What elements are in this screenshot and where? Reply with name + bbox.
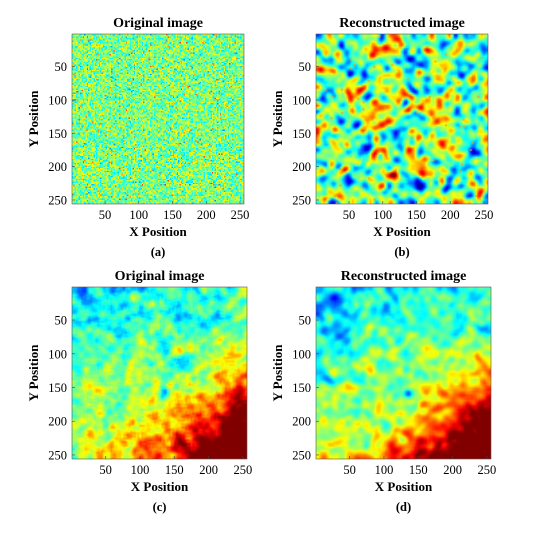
y-tick-label: 50 bbox=[299, 60, 312, 74]
x-tick-label: 250 bbox=[231, 208, 250, 222]
x-tick-label: 100 bbox=[131, 463, 150, 477]
x-tick-label: 250 bbox=[475, 208, 494, 222]
panel-caption: (d) bbox=[396, 500, 411, 514]
x-tick-label: 100 bbox=[375, 463, 394, 477]
y-tick-label: 100 bbox=[292, 94, 311, 108]
y-tick-label: 150 bbox=[292, 381, 311, 395]
y-tick-label: 50 bbox=[55, 60, 68, 74]
y-tick-label: 150 bbox=[48, 381, 67, 395]
y-tick-label: 50 bbox=[55, 314, 68, 328]
x-tick-label: 150 bbox=[163, 208, 182, 222]
heatmap-image bbox=[316, 34, 488, 204]
x-axis-label: X Position bbox=[375, 479, 433, 494]
y-axis-label: Y Position bbox=[26, 344, 41, 402]
plot-title: Reconstructed image bbox=[341, 269, 467, 284]
y-tick-label: 200 bbox=[48, 415, 67, 429]
y-axis-label: Y Position bbox=[270, 90, 285, 148]
x-tick-label: 150 bbox=[407, 208, 426, 222]
y-tick-label: 250 bbox=[48, 194, 67, 208]
panel-a: Original image 50 100 150 200 250 50 100 150 200 2… bbox=[26, 16, 249, 259]
x-tick-label: 50 bbox=[343, 463, 356, 477]
x-tick-label: 150 bbox=[409, 463, 428, 477]
y-tick-label: 150 bbox=[48, 127, 67, 141]
heatmap-image bbox=[72, 34, 244, 204]
x-axis-label: X Position bbox=[373, 224, 431, 239]
x-tick-label: 250 bbox=[478, 463, 497, 477]
plot-frame bbox=[315, 33, 489, 205]
y-axis-label: Y Position bbox=[26, 90, 41, 148]
y-tick-label: 100 bbox=[48, 94, 67, 108]
x-tick-label: 200 bbox=[443, 463, 462, 477]
x-tick-label: 200 bbox=[199, 463, 218, 477]
plot-frame bbox=[315, 286, 492, 460]
heatmap-image bbox=[72, 287, 247, 459]
x-tick-label: 50 bbox=[343, 208, 356, 222]
x-tick-label: 100 bbox=[129, 208, 148, 222]
x-tick-label: 250 bbox=[234, 463, 253, 477]
y-tick-label: 100 bbox=[48, 347, 67, 361]
y-tick-label: 100 bbox=[292, 347, 311, 361]
panel-caption: (c) bbox=[153, 500, 167, 514]
plot-title: Reconstructed image bbox=[339, 16, 465, 31]
x-tick-label: 50 bbox=[99, 463, 112, 477]
y-tick-label: 250 bbox=[292, 448, 311, 462]
y-tick-label: 200 bbox=[48, 160, 67, 174]
y-tick-label: 200 bbox=[292, 160, 311, 174]
x-axis-label: X Position bbox=[129, 224, 187, 239]
panel-b: Reconstructed image 50 100 150 200 250 50 100 15… bbox=[270, 16, 493, 259]
panel-caption: (a) bbox=[151, 245, 166, 259]
y-tick-label: 250 bbox=[48, 448, 67, 462]
x-tick-label: 100 bbox=[373, 208, 392, 222]
plot-frame bbox=[71, 33, 245, 205]
y-axis-label: Y Position bbox=[270, 344, 285, 402]
panel-d: Reconstructed image 50 100 150 200 250 50 100 15… bbox=[270, 269, 496, 514]
y-tick-label: 200 bbox=[292, 415, 311, 429]
plot-frame bbox=[71, 286, 248, 460]
x-tick-label: 200 bbox=[197, 208, 216, 222]
panel-c: Original image 50 100 150 200 250 50 100 150 200 2… bbox=[26, 269, 252, 514]
heatmap-image bbox=[316, 287, 491, 459]
y-tick-label: 150 bbox=[292, 127, 311, 141]
panel-caption: (b) bbox=[394, 245, 409, 259]
x-tick-label: 50 bbox=[99, 208, 112, 222]
y-tick-label: 250 bbox=[292, 194, 311, 208]
y-tick-label: 50 bbox=[299, 314, 312, 328]
plot-title: Original image bbox=[113, 16, 203, 31]
x-tick-label: 200 bbox=[441, 208, 460, 222]
plot-title: Original image bbox=[115, 269, 205, 284]
x-tick-label: 150 bbox=[165, 463, 184, 477]
x-axis-label: X Position bbox=[131, 479, 189, 494]
